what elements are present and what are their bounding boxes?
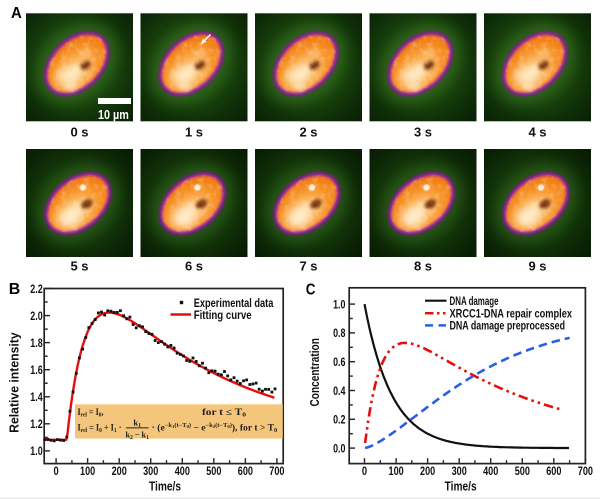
svg-text:5 s: 5 s [70, 259, 88, 274]
svg-text:C: C [306, 282, 316, 299]
svg-text:2.0: 2.0 [30, 309, 43, 323]
svg-text:Experimental data: Experimental data [194, 296, 274, 310]
svg-text:2 s: 2 s [299, 125, 317, 140]
svg-text:Fitting curve: Fitting curve [194, 308, 252, 322]
svg-text:200: 200 [420, 464, 435, 478]
svg-text:1 s: 1 s [185, 125, 203, 140]
svg-text:k2 − k1: k2 − k1 [125, 429, 149, 441]
svg-text:700: 700 [578, 464, 593, 478]
svg-text:B: B [9, 281, 20, 298]
svg-text:A: A [11, 5, 22, 22]
svg-text:6 s: 6 s [185, 259, 203, 274]
svg-text:300: 300 [452, 464, 467, 478]
svg-text:0: 0 [54, 464, 59, 478]
svg-text:0.2: 0.2 [333, 413, 346, 427]
svg-text:300: 300 [143, 464, 158, 478]
svg-text:500: 500 [206, 464, 221, 478]
svg-text:0.8: 0.8 [333, 326, 346, 340]
svg-text:1.0: 1.0 [333, 297, 346, 311]
svg-text:9 s: 9 s [528, 259, 546, 274]
svg-text:600: 600 [546, 464, 561, 478]
svg-text:Relative intensity: Relative intensity [7, 332, 22, 433]
svg-text:100: 100 [80, 464, 95, 478]
svg-text:1.2: 1.2 [30, 417, 43, 431]
svg-text:Irel = I0,: Irel = I0, [78, 407, 104, 419]
svg-text:for t ≤ T0: for t ≤ T0 [202, 407, 246, 419]
svg-text:0.4: 0.4 [333, 384, 346, 398]
svg-text:0 s: 0 s [70, 125, 88, 140]
svg-text:4 s: 4 s [528, 125, 546, 140]
svg-text:Time/s: Time/s [445, 479, 477, 494]
svg-text:0: 0 [362, 464, 367, 478]
svg-text:k1: k1 [133, 417, 141, 429]
svg-text:400: 400 [175, 464, 190, 478]
svg-text:8 s: 8 s [414, 259, 432, 274]
svg-text:1.4: 1.4 [30, 390, 43, 404]
svg-text:2.2: 2.2 [30, 282, 43, 296]
svg-text:1.6: 1.6 [30, 363, 43, 377]
svg-text:Time/s: Time/s [149, 479, 181, 494]
svg-text:100: 100 [389, 464, 404, 478]
svg-text:600: 600 [238, 464, 253, 478]
svg-text:400: 400 [483, 464, 498, 478]
svg-text:200: 200 [112, 464, 127, 478]
svg-text:0.6: 0.6 [333, 355, 346, 369]
svg-text:1.0: 1.0 [30, 444, 43, 458]
svg-text:Irel = I0 + I1 ·: Irel = I0 + I1 · [78, 423, 122, 435]
svg-text:7 s: 7 s [299, 259, 317, 274]
svg-text:DNA damage: DNA damage [450, 294, 499, 308]
svg-text:700: 700 [269, 464, 284, 478]
svg-text:XRCC1-DNA repair complex: XRCC1-DNA repair complex [450, 306, 573, 320]
svg-text:3 s: 3 s [414, 125, 432, 140]
svg-text:DNA damage preprocessed: DNA damage preprocessed [450, 319, 566, 333]
svg-text:Concentration: Concentration [307, 338, 322, 406]
svg-text:0.0: 0.0 [333, 441, 346, 455]
svg-text:500: 500 [515, 464, 530, 478]
svg-text:1.8: 1.8 [30, 336, 43, 350]
